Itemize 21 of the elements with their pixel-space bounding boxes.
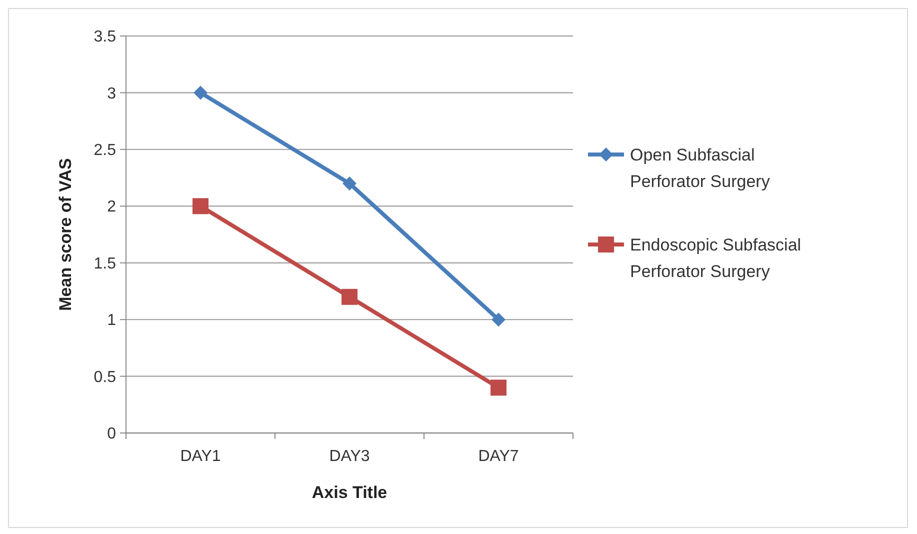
point [492,312,506,327]
point [342,176,356,190]
x-tick-label: DAY7 [478,448,519,465]
point [192,198,208,214]
y-tick-label: 2 [107,198,116,216]
point [342,288,358,305]
point [490,380,506,396]
y-tick-label: 1.5 [94,255,116,272]
y-tick-label: 1 [107,312,116,330]
y-axis-title: Mean score of VAS [56,158,75,311]
x-axis-title: Axis Title [312,483,388,502]
y-tick-label: 0 [107,426,116,443]
legend-label: Endoscopic Subfascial Perforator Surgery [630,235,802,281]
y-tick-label: 0.5 [94,368,116,386]
x-tick-label: DAY1 [180,448,221,465]
legend-label: Open Subfascial Perforator Surgery [630,145,770,191]
y-tick-label: 3.5 [94,28,116,46]
point [194,86,208,100]
y-tick-label: 3 [107,85,116,102]
y-tick-label: 2.5 [94,142,116,160]
x-tick-label: DAY3 [329,448,370,465]
